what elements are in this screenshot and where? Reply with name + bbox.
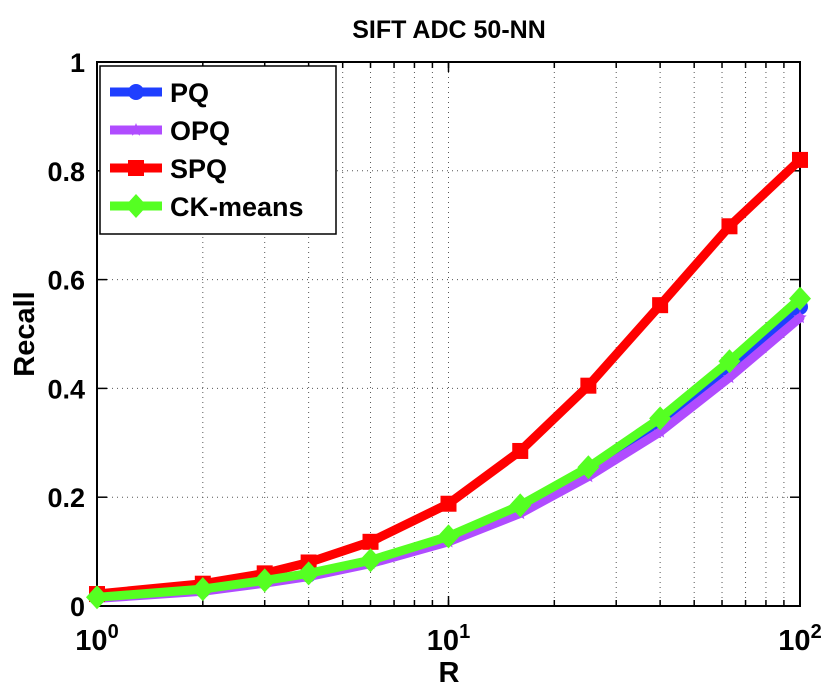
x-tick-label: 102 <box>778 621 821 657</box>
legend-entry: OPQ <box>110 116 230 146</box>
legend-swatch-marker <box>128 84 144 100</box>
data-point <box>652 297 669 314</box>
data-point <box>440 495 457 512</box>
legend: PQ OPQ SPQ CK-means <box>99 65 337 235</box>
chart-title: SIFT ADC 50-NN <box>352 16 546 44</box>
legend-swatch-marker <box>125 194 147 218</box>
data-point <box>253 568 276 593</box>
y-tick-label: 0.8 <box>47 157 85 187</box>
legend-entry: PQ <box>110 78 209 108</box>
data-point <box>718 349 741 374</box>
data-point <box>789 286 811 311</box>
data-point <box>362 533 379 550</box>
data-point <box>437 524 460 549</box>
data-point <box>359 548 382 573</box>
legend-label: OPQ <box>170 116 230 146</box>
data-point <box>793 310 807 324</box>
x-tick-label: 101 <box>427 621 470 657</box>
legend-entry: CK-means <box>110 192 304 222</box>
data-point <box>191 577 214 602</box>
axis-ticks: 0 0.2 0.4 0.6 0.8 1 100 101 102 <box>47 48 821 657</box>
data-point <box>86 585 108 610</box>
data-point <box>721 218 738 235</box>
y-axis-label: Recall <box>9 291 41 376</box>
y-tick-label: 0.2 <box>47 483 85 513</box>
legend-entry: SPQ <box>110 154 227 184</box>
y-tick-label: 0.6 <box>47 266 85 296</box>
series-line <box>92 313 805 603</box>
grid <box>97 62 800 606</box>
y-tick-label: 0 <box>70 592 85 622</box>
y-tick-label: 0.4 <box>47 374 85 404</box>
data-point <box>653 424 667 438</box>
data-point <box>577 455 600 480</box>
x-axis-label: R <box>439 657 460 689</box>
series-ck-means <box>86 286 811 610</box>
series-spq <box>89 151 808 603</box>
y-tick-label: 1 <box>70 48 85 78</box>
data-point <box>512 442 529 459</box>
legend-label: PQ <box>170 78 209 108</box>
data-point <box>580 377 597 394</box>
data-point <box>722 370 737 384</box>
data-point <box>297 561 320 586</box>
legend-swatch-marker <box>129 123 143 136</box>
data-point <box>509 493 532 518</box>
data-point <box>649 406 672 431</box>
x-tick-label: 100 <box>75 621 118 657</box>
legend-swatch-marker <box>128 160 144 176</box>
legend-label: CK-means <box>170 192 304 222</box>
series-layer <box>86 151 811 610</box>
legend-label: SPQ <box>170 154 227 184</box>
data-point <box>792 151 808 168</box>
